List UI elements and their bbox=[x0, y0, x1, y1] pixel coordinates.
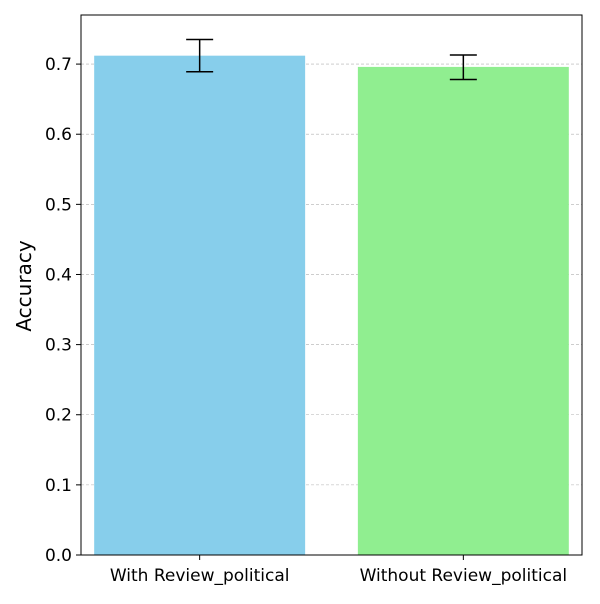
y-axis-label: Accuracy bbox=[12, 240, 36, 331]
y-tick-label: 0.5 bbox=[45, 195, 72, 215]
y-tick-label: 0.1 bbox=[45, 476, 72, 496]
y-tick-label: 0.3 bbox=[45, 336, 72, 356]
x-tick-label: With Review_political bbox=[110, 566, 290, 586]
x-axis-ticks: With Review_political Without Review_poli… bbox=[110, 555, 567, 586]
bars bbox=[94, 55, 569, 555]
y-tick-label: 0.4 bbox=[45, 265, 72, 285]
y-tick-label: 0.6 bbox=[45, 125, 72, 145]
plot-frame bbox=[80, 14, 583, 556]
error-bars bbox=[186, 38, 477, 81]
bar-2 bbox=[357, 66, 569, 555]
y-tick-label: 0.0 bbox=[45, 546, 72, 566]
bar-1 bbox=[94, 55, 306, 555]
y-tick-label: 0.7 bbox=[45, 55, 72, 75]
y-tick-label: 0.2 bbox=[45, 406, 72, 426]
x-tick-label: Without Review_political bbox=[360, 566, 568, 586]
y-axis-ticks: 0.0 0.1 0.2 0.3 0.4 0.5 0.6 0.7 bbox=[45, 55, 81, 566]
